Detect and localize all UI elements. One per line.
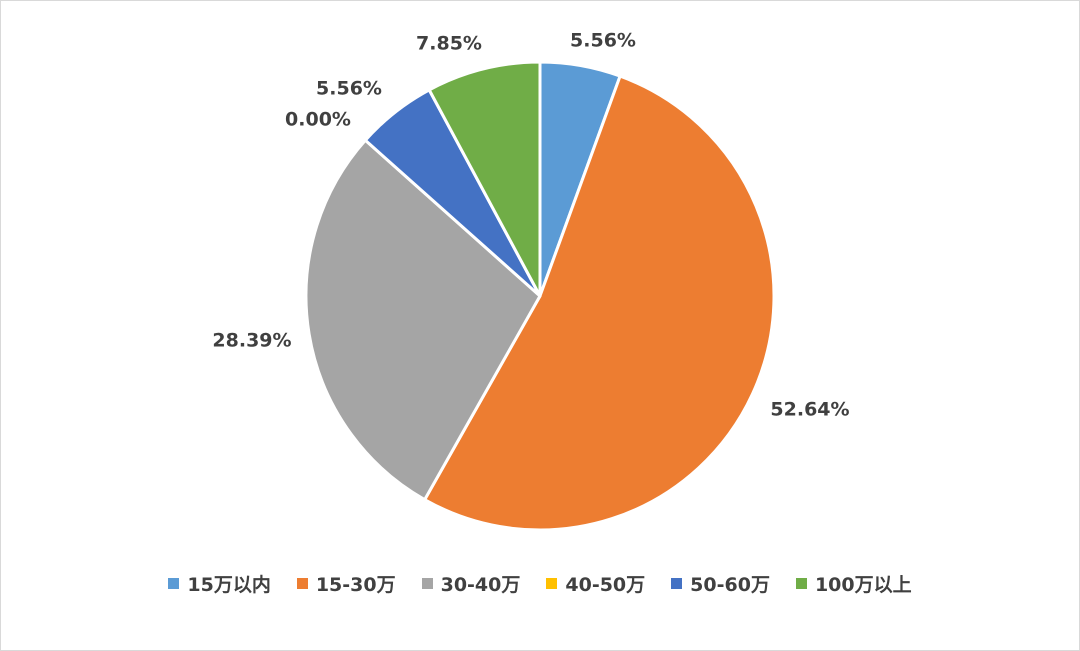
legend-label: 15万以内 <box>187 574 271 596</box>
data-label-50-60万: 5.56% <box>316 78 382 100</box>
data-label-40-50万: 0.00% <box>285 109 351 131</box>
legend-label: 50-60万 <box>690 574 770 596</box>
data-label-15-30万: 52.64% <box>770 399 849 421</box>
legend-label: 30-40万 <box>440 574 521 596</box>
chart-legend: 15万以内 15-30万 30-40万 40-50万 50-60万 100万以上 <box>0 570 1080 597</box>
legend-swatch <box>421 578 433 589</box>
legend-swatch <box>795 578 807 589</box>
legend-item-50-60万[interactable]: 50-60万 <box>671 570 770 597</box>
legend-swatch <box>671 578 683 589</box>
legend-swatch <box>168 578 180 589</box>
legend-item-15万以内[interactable]: 15万以内 <box>168 570 271 597</box>
pie-slice-15-30万[interactable] <box>423 74 776 532</box>
pie-data-labels: 5.56% 52.64% 28.39% 0.00% 5.56% 7.85% <box>212 30 849 421</box>
legend-label: 15-30万 <box>315 574 396 596</box>
legend-item-30-40万[interactable]: 30-40万 <box>421 570 521 597</box>
legend-swatch <box>546 578 558 589</box>
pie-slice-100万以上[interactable] <box>427 60 542 298</box>
legend-item-40-50万[interactable]: 40-50万 <box>546 570 645 597</box>
legend-label: 40-50万 <box>565 574 646 596</box>
data-label-15万以内: 5.56% <box>570 30 636 52</box>
legend-item-100万以上[interactable]: 100万以上 <box>795 570 912 597</box>
data-label-100万以上: 7.85% <box>416 33 482 55</box>
legend-swatch <box>296 578 308 589</box>
pie-slices <box>304 60 776 532</box>
data-label-30-40万: 28.39% <box>212 330 291 352</box>
legend-item-15-30万[interactable]: 15-30万 <box>296 570 396 597</box>
legend-label: 100万以上 <box>814 574 912 596</box>
pie-slice-30-40万[interactable] <box>304 138 542 502</box>
